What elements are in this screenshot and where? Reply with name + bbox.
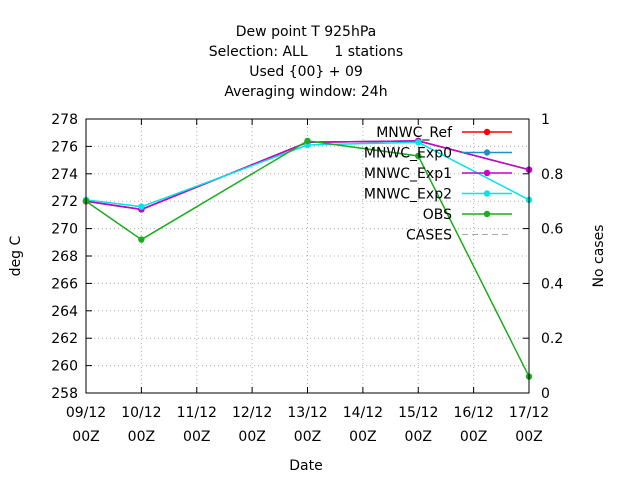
x-tick-label-hour: 00Z — [183, 429, 210, 445]
y-axis-ticks: 258 260 262 264 266 268 270 272 274 276 278 — [51, 112, 92, 402]
x-tick-label-hour: 00Z — [515, 429, 542, 445]
x-tick-label-date: 11/12 — [177, 405, 217, 421]
legend-label: CASES — [406, 228, 452, 244]
legend-marker — [483, 128, 491, 136]
x-tick-label-hour: 00Z — [294, 429, 321, 445]
legend-marker — [483, 149, 491, 156]
y2-tick-label: 0.2 — [541, 331, 563, 347]
x-tick-label-date: 16/12 — [453, 405, 493, 421]
x-tick-label-hour: 00Z — [72, 429, 99, 445]
legend-label: OBS — [423, 207, 452, 223]
y-tick-label: 258 — [51, 386, 78, 402]
y-axis-label: deg C — [8, 235, 24, 276]
data-point — [138, 203, 145, 210]
y-tick-label: 272 — [51, 194, 78, 210]
data-point — [138, 236, 145, 243]
y-tick-label: 276 — [51, 139, 78, 155]
x-axis-ticks: 09/12 00Z 10/12 00Z 11/12 00Z 12/12 00Z 13/12 00Z… — [66, 119, 549, 445]
x-tick-label-date: 17/12 — [509, 405, 549, 421]
chart-title: Dew point T 925hPa Selection: ALL 1 stati… — [209, 24, 403, 100]
x-axis-label: Date — [289, 458, 322, 474]
y-tick-label: 268 — [51, 249, 78, 265]
x-tick-label-date: 09/12 — [66, 405, 106, 421]
y-tick-label: 270 — [51, 222, 78, 238]
legend-label: MNWC_Exp1 — [364, 166, 452, 182]
y2-axis-ticks: 0 0.2 0.4 0.6 0.8 1 — [523, 112, 563, 402]
x-tick-label-hour: 00Z — [460, 429, 487, 445]
series-mnwc-exp2 — [82, 139, 533, 210]
legend-label: MNWC_Exp2 — [364, 187, 452, 203]
x-tick-label-hour: 00Z — [405, 429, 432, 445]
legend-marker — [483, 210, 491, 218]
x-tick-label-date: 12/12 — [232, 405, 272, 421]
series-line — [85, 140, 530, 377]
x-tick-label-hour: 00Z — [238, 429, 265, 445]
legend-label: MNWC_Exp0 — [364, 146, 452, 162]
y2-tick-label: 0 — [541, 386, 550, 402]
x-tick-label-date: 14/12 — [343, 405, 383, 421]
title-line-2: Used {00} + 09 — [249, 64, 363, 80]
title-line-3: Averaging window: 24h — [224, 84, 387, 100]
legend-marker — [483, 169, 491, 177]
data-point — [304, 137, 311, 145]
y-tick-label: 278 — [51, 112, 78, 128]
legend-label: MNWC_Ref — [376, 125, 453, 141]
y-tick-label: 262 — [51, 331, 78, 347]
x-tick-label-date: 10/12 — [121, 405, 161, 421]
y-tick-label: 260 — [51, 359, 78, 375]
y-tick-label: 264 — [51, 304, 78, 320]
x-tick-label-date: 13/12 — [287, 405, 327, 421]
y2-tick-label: 0.6 — [541, 222, 563, 238]
y2-tick-label: 1 — [541, 112, 550, 128]
x-tick-label-hour: 00Z — [128, 429, 155, 445]
x-tick-label-date: 15/12 — [398, 405, 438, 421]
title-line-0: Dew point T 925hPa — [236, 24, 376, 40]
title-line-1: Selection: ALL 1 stations — [209, 44, 403, 60]
x-tick-label-hour: 00Z — [349, 429, 376, 445]
y2-tick-label: 0.4 — [541, 276, 563, 292]
y2-tick-label: 0.8 — [541, 167, 563, 183]
y-tick-label: 274 — [51, 167, 78, 183]
data-point — [415, 139, 422, 146]
legend: MNWC_Ref MNWC_Exp0 MNWC_Exp1 MNWC_Exp2 OBS CA… — [364, 125, 512, 244]
y2-axis-label: No cases — [591, 225, 607, 288]
series — [82, 137, 533, 380]
grid — [86, 119, 529, 393]
legend-marker — [483, 190, 491, 197]
plot-frame — [85, 118, 530, 394]
y-tick-label: 266 — [51, 276, 78, 292]
data-point — [415, 152, 422, 160]
